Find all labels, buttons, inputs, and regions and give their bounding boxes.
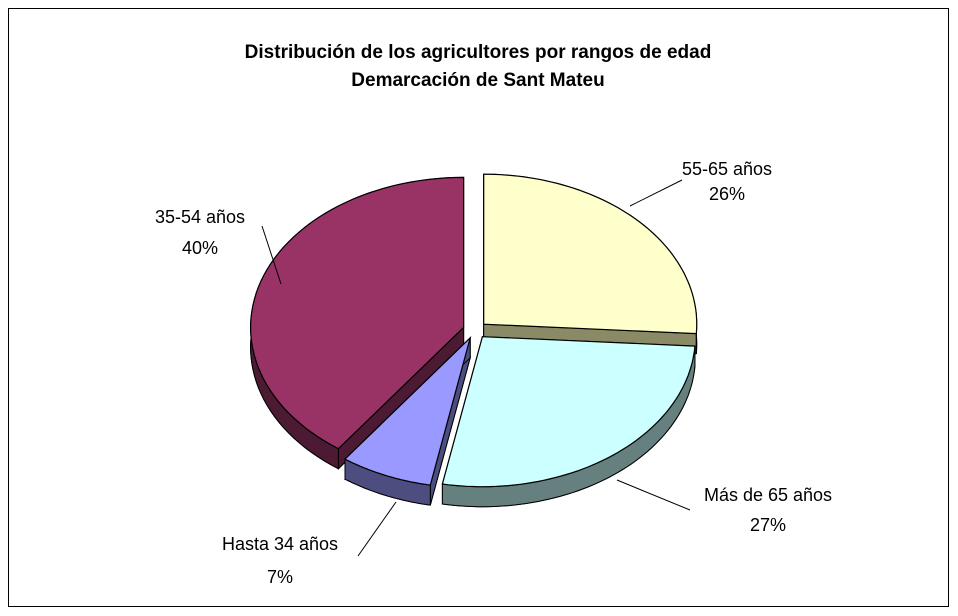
leader-line — [261, 225, 282, 285]
slice — [250, 176, 465, 450]
data-label-name: Hasta 34 años — [222, 534, 338, 554]
data-label-value: 27% — [750, 515, 786, 535]
slice — [343, 335, 472, 486]
data-label-name: Más de 65 años — [704, 485, 832, 505]
chart-frame — [8, 8, 949, 607]
slice — [441, 336, 696, 488]
leader-line — [629, 179, 683, 207]
leader-line — [357, 501, 397, 557]
data-label-name: 55-65 años — [682, 159, 772, 179]
data-label-value: 26% — [709, 184, 745, 204]
data-label-value: 7% — [267, 567, 293, 587]
data-label-value: 40% — [182, 238, 218, 258]
chart-subtitle: Demarcación de Sant Mateu — [351, 70, 604, 91]
slice — [483, 173, 698, 335]
leader-line — [616, 479, 691, 511]
chart-title: Distribución de los agricultores por ran… — [245, 42, 712, 63]
data-label-name: 35-54 años — [155, 207, 245, 227]
